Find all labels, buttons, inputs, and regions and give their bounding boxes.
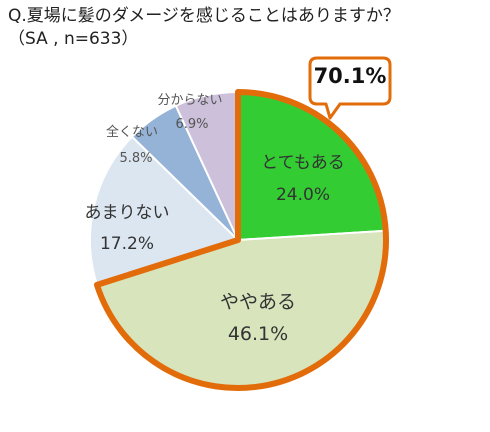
slice-label-5: 分からない [157,93,222,108]
slice-label-4: 全くない [106,124,158,140]
callout-box: 70.1% [308,56,392,120]
slice-value-2: 46.1% [228,323,288,345]
pie-labels: とてもある 24.0% ややある 46.1% あまりない 17.2% 全くない 5.8% 分から… [85,93,345,345]
chart-title: Q.夏場に髪のダメージを感じることはありますか？ [8,6,400,26]
slice-value-3: 17.2% [100,234,154,254]
slice-value-4: 5.8% [119,151,152,166]
pie-slices [89,90,388,389]
highlight-outline [93,89,389,391]
slice-value-1: 24.0% [276,185,330,205]
callout-text: 70.1% [314,64,387,88]
chart-subtitle: （SA , n=633） [8,29,139,49]
slice-value-5: 6.9% [175,117,208,132]
pie-slice-3 [89,135,240,287]
callout-shape [308,56,392,120]
slice-label-2: ややある [220,291,296,313]
slice-label-3: あまりない [85,203,170,223]
slice-label-1: とてもある [261,153,345,173]
